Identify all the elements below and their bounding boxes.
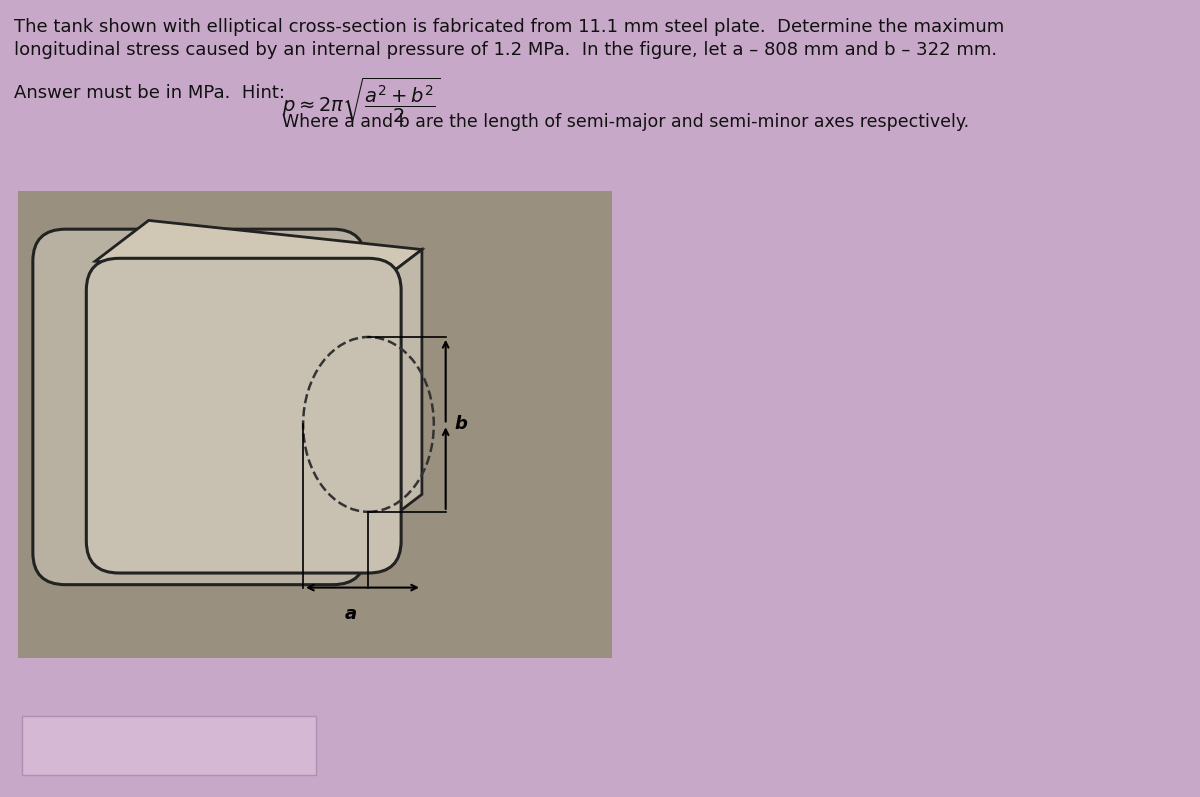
Text: Answer must be in MPa.  Hint:: Answer must be in MPa. Hint: [14,84,286,102]
FancyBboxPatch shape [86,258,401,573]
Text: The tank shown with elliptical cross-section is fabricated from 11.1 mm steel pl: The tank shown with elliptical cross-sec… [14,18,1004,36]
FancyBboxPatch shape [22,716,316,775]
Text: b: b [455,415,468,434]
Text: longitudinal stress caused by an internal pressure of 1.2 MPa.  In the figure, l: longitudinal stress caused by an interna… [14,41,997,60]
FancyBboxPatch shape [32,230,366,585]
Polygon shape [95,221,422,290]
Polygon shape [368,249,422,535]
Text: a: a [344,605,356,622]
Text: Where a and b are the length of semi-major and semi-minor axes respectively.: Where a and b are the length of semi-maj… [282,113,970,132]
Text: $p \approx 2\pi\sqrt{\dfrac{a^2+b^2}{2}}$: $p \approx 2\pi\sqrt{\dfrac{a^2+b^2}{2}}… [282,76,440,125]
